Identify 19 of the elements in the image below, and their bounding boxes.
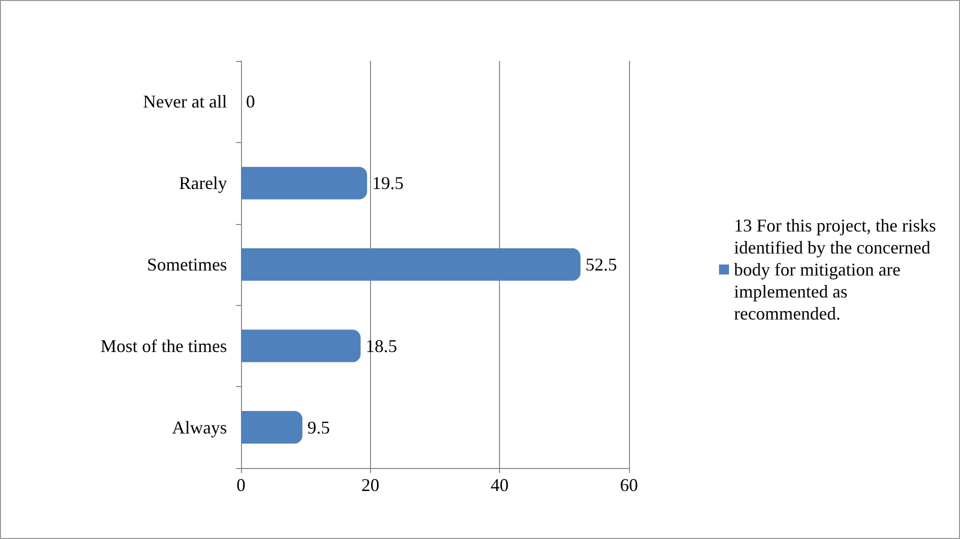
legend-label: 13 For this project, the risks identified by the concerned body for mitigation are implemented as recommended.: [734, 216, 940, 324]
data-label: 18.5: [366, 336, 398, 356]
bar: [241, 248, 580, 281]
x-tick-label: 20: [361, 475, 380, 495]
x-tick-label: 60: [620, 475, 638, 495]
y-tick-label: Always: [172, 417, 227, 438]
x-tick-label: 0: [236, 475, 246, 495]
data-label: 52.5: [586, 254, 617, 274]
y-tick-label: Never at all: [143, 92, 227, 112]
data-label: 0: [246, 92, 255, 112]
y-tick-label: Rarely: [179, 173, 227, 194]
data-label: 19.5: [372, 173, 404, 194]
x-tick-label: 40: [490, 475, 509, 495]
y-tick-label: Most of the times: [100, 336, 227, 356]
bar: [241, 330, 361, 362]
data-label: 9.5: [307, 417, 330, 438]
bar: [241, 411, 302, 444]
y-tick-label: Sometimes: [147, 254, 227, 274]
bar: [241, 166, 368, 200]
